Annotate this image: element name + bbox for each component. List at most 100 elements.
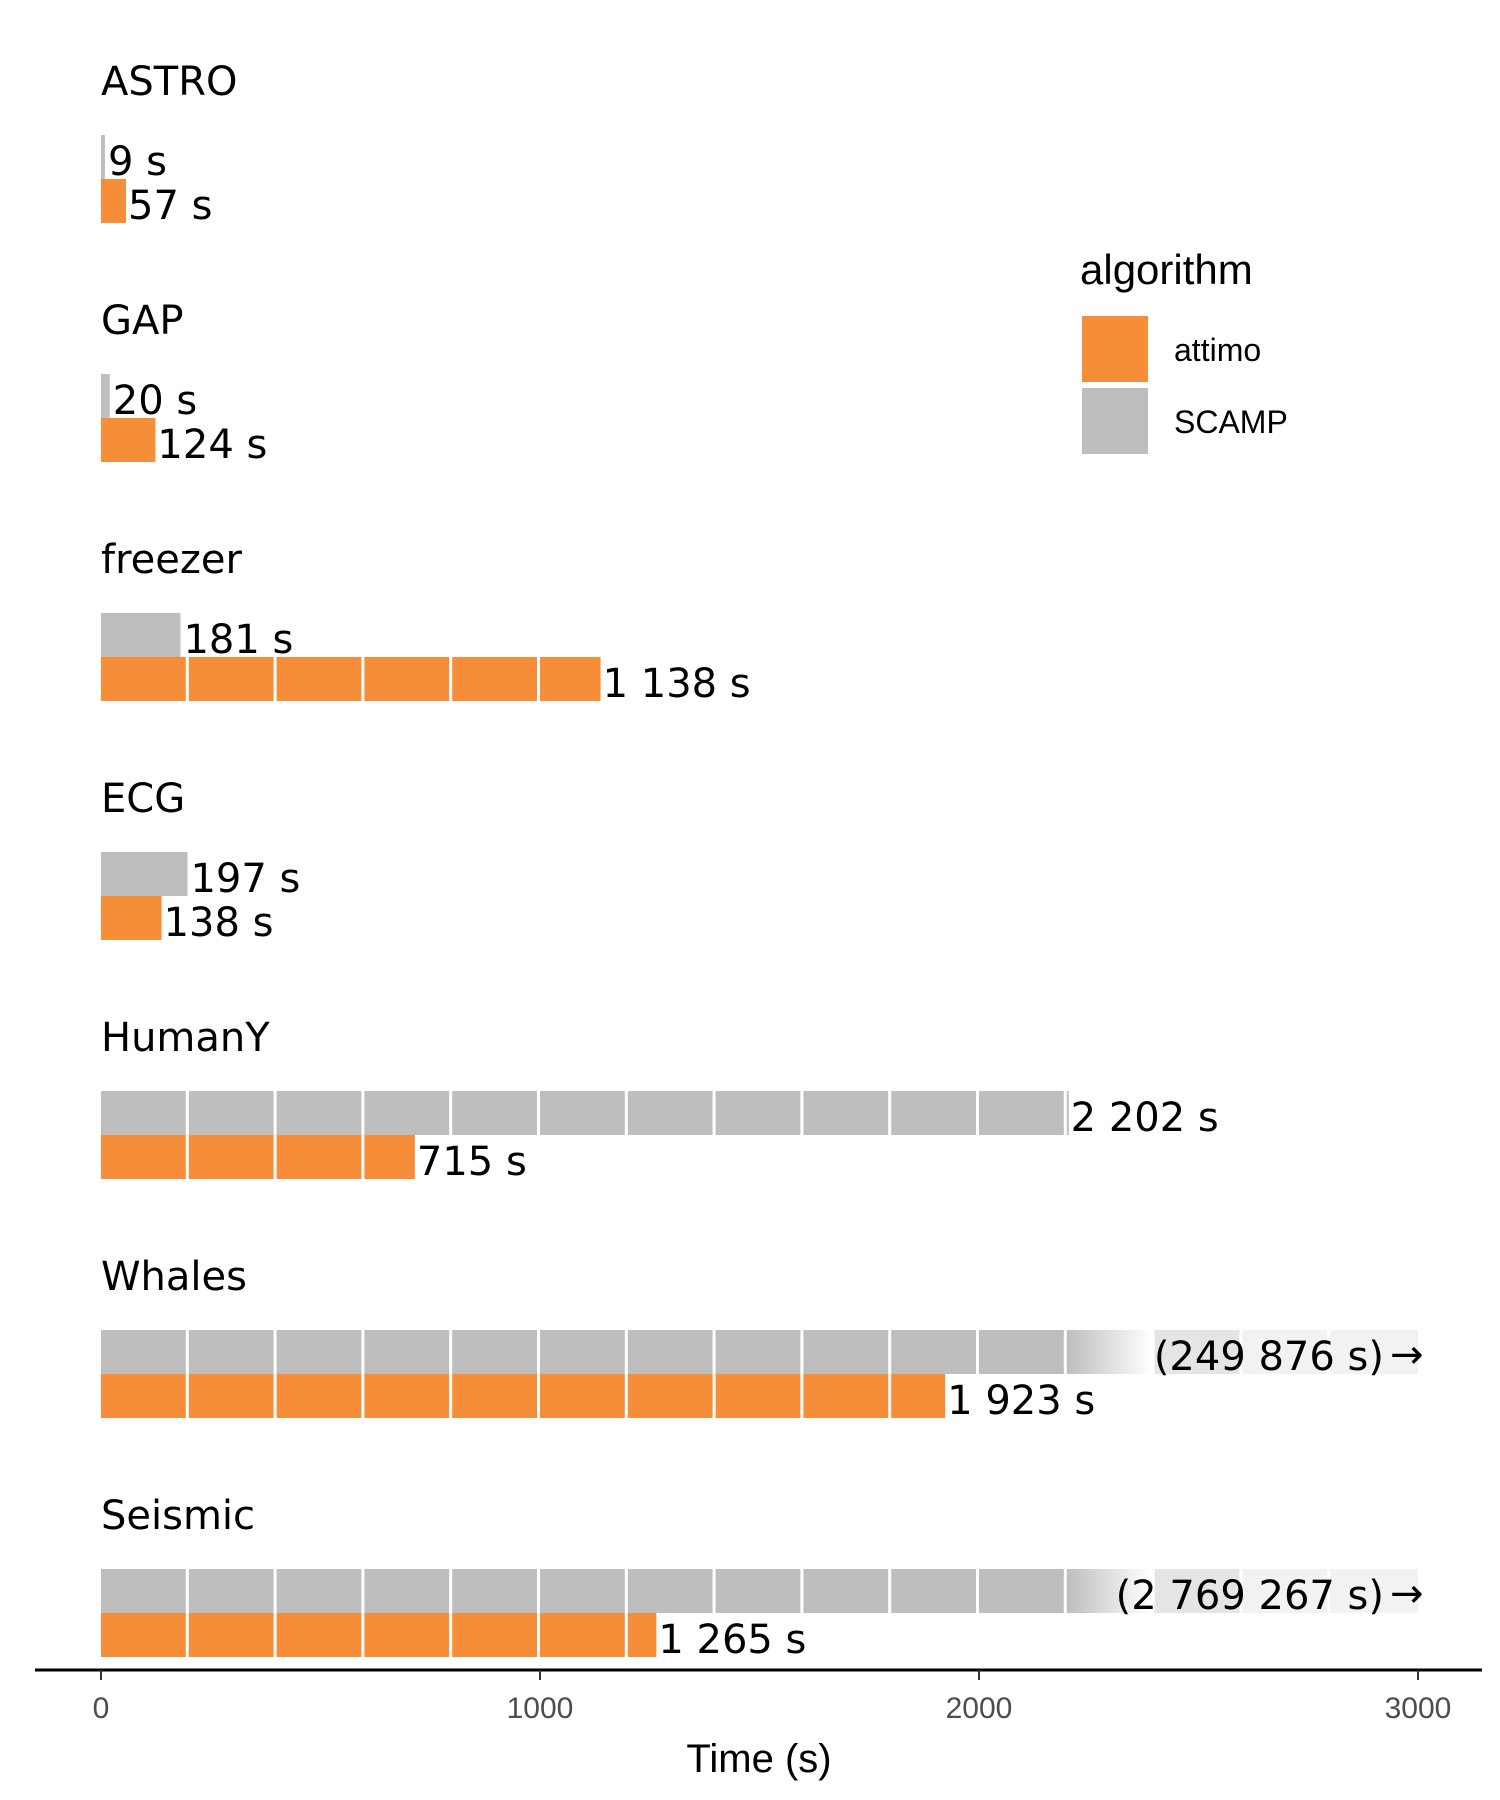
bar-scamp-ecg-segment <box>101 852 188 896</box>
bar-scamp-seismic <box>101 1569 1418 1613</box>
group-title-gap: GAP <box>101 298 183 344</box>
bar-scamp-seismic-segment <box>891 1569 976 1613</box>
bar-attimo-freezer-segment <box>101 657 186 701</box>
bar-scamp-whales-segment <box>891 1330 976 1374</box>
bar-scamp-seismic-segment <box>188 1569 274 1613</box>
bar-scamp-whales-segment <box>1154 1330 1240 1374</box>
bar-attimo-freezer-segment <box>452 657 537 701</box>
group-freezer: freezer 181 s 1 138 s <box>101 537 751 707</box>
bar-attimo-freezer-segment <box>276 657 362 701</box>
label-scamp-whales: (249 876 s) <box>1154 1334 1384 1380</box>
label-scamp-freezer: 181 s <box>183 617 293 663</box>
bar-attimo-seismic-segment <box>364 1613 450 1657</box>
bar-scamp-humany-segment <box>803 1091 889 1135</box>
label-scamp-gap: 20 s <box>113 378 197 424</box>
bar-scamp-seismic-segment <box>979 1569 1064 1613</box>
bar-scamp-seismic-segment <box>452 1569 537 1613</box>
bar-attimo-whales-segment <box>540 1374 625 1418</box>
label-scamp-astro: 9 s <box>108 139 167 185</box>
bar-scamp-whales-segment <box>1066 1330 1152 1374</box>
bar-attimo-whales-segment <box>627 1374 713 1418</box>
bar-scamp-humany-segment <box>715 1091 801 1135</box>
bar-scamp-seismic-segment <box>1330 1569 1418 1613</box>
bar-scamp-seismic-segment <box>1242 1569 1328 1613</box>
bar-scamp-astro <box>101 135 105 179</box>
truncation-arrow-whales: → <box>1390 1332 1424 1378</box>
bar-attimo-seismic-segment <box>540 1613 625 1657</box>
bar-scamp-humany-segment <box>979 1091 1064 1135</box>
bar-attimo-freezer-segment <box>364 657 450 701</box>
label-attimo-freezer: 1 138 s <box>603 661 751 707</box>
label-scamp-seismic: (2 769 267 s) <box>1116 1573 1384 1619</box>
bar-attimo-seismic-segment <box>276 1613 362 1657</box>
label-attimo-ecg: 138 s <box>164 900 274 946</box>
truncation-arrow-seismic: → <box>1390 1571 1424 1617</box>
label-attimo-whales: 1 923 s <box>947 1378 1095 1424</box>
bar-attimo-whales-segment <box>101 1374 186 1418</box>
label-attimo-seismic: 1 265 s <box>658 1617 806 1663</box>
group-seismic: Seismic (2 769 267 s) → 1 265 s <box>101 1493 1424 1663</box>
bar-scamp-whales-segment <box>627 1330 713 1374</box>
bar-attimo-whales-segment <box>276 1374 362 1418</box>
bar-scamp-whales-segment <box>715 1330 801 1374</box>
group-title-astro: ASTRO <box>101 59 237 105</box>
bar-attimo-whales-segment <box>715 1374 801 1418</box>
bar-scamp-whales-segment <box>101 1330 186 1374</box>
bar-scamp-humany-segment <box>891 1091 976 1135</box>
label-attimo-astro: 57 s <box>128 183 212 229</box>
group-astro: ASTRO 9 s57 s <box>101 59 237 229</box>
x-tick-label: 1000 <box>507 1692 574 1725</box>
bar-attimo-humany-segment <box>276 1135 362 1179</box>
bar-attimo-gap-segment <box>101 418 156 462</box>
x-tick-label: 2000 <box>946 1692 1013 1725</box>
group-title-freezer: freezer <box>101 537 242 583</box>
bar-scamp-humany-segment <box>452 1091 537 1135</box>
bar-attimo-gap <box>101 418 156 462</box>
bar-scamp-whales-segment <box>1242 1330 1328 1374</box>
x-tick-label: 3000 <box>1385 1692 1452 1725</box>
bar-scamp-ecg <box>101 852 188 896</box>
label-attimo-gap: 124 s <box>157 422 267 468</box>
group-title-ecg: ECG <box>101 776 185 822</box>
bar-attimo-humany-segment <box>188 1135 274 1179</box>
legend-label-scamp: SCAMP <box>1174 404 1288 440</box>
bar-scamp-seismic-segment <box>101 1569 186 1613</box>
bar-scamp-seismic-segment <box>1066 1569 1152 1613</box>
legend-key-attimo <box>1082 316 1148 382</box>
group-title-whales: Whales <box>101 1254 247 1300</box>
bar-scamp-freezer <box>101 613 181 657</box>
legend-key-scamp <box>1082 388 1148 454</box>
bar-scamp-humany-segment <box>364 1091 450 1135</box>
bar-attimo-humany-segment <box>101 1135 186 1179</box>
label-attimo-humany: 715 s <box>417 1139 527 1185</box>
bar-attimo-whales <box>101 1374 946 1418</box>
bar-scamp-whales-segment <box>979 1330 1064 1374</box>
bar-attimo-humany <box>101 1135 415 1179</box>
label-scamp-humany: 2 202 s <box>1071 1095 1219 1141</box>
bar-scamp-seismic-segment <box>803 1569 889 1613</box>
bar-scamp-whales-segment <box>276 1330 362 1374</box>
bar-scamp-whales-segment <box>364 1330 450 1374</box>
bar-scamp-humany-segment <box>188 1091 274 1135</box>
bar-attimo-seismic-segment <box>627 1613 657 1657</box>
bar-scamp-humany-segment <box>627 1091 713 1135</box>
bar-attimo-ecg <box>101 896 162 940</box>
bar-scamp-seismic-segment <box>364 1569 450 1613</box>
bar-attimo-whales-segment <box>452 1374 537 1418</box>
bar-scamp-astro-segment <box>101 135 105 179</box>
legend-label-attimo: attimo <box>1174 332 1261 368</box>
group-title-humany: HumanY <box>101 1015 270 1061</box>
bar-attimo-humany-segment <box>364 1135 415 1179</box>
bar-scamp-whales-segment <box>452 1330 537 1374</box>
bar-scamp-gap-segment <box>101 374 110 418</box>
bar-attimo-whales-segment <box>803 1374 889 1418</box>
bar-scamp-freezer-segment <box>101 613 181 657</box>
bar-scamp-seismic-segment <box>627 1569 713 1613</box>
group-humany: HumanY 2 202 s 715 s <box>101 1015 1219 1185</box>
bar-scamp-seismic-segment <box>715 1569 801 1613</box>
bar-scamp-seismic-segment <box>1154 1569 1240 1613</box>
bar-attimo-seismic-segment <box>101 1613 186 1657</box>
